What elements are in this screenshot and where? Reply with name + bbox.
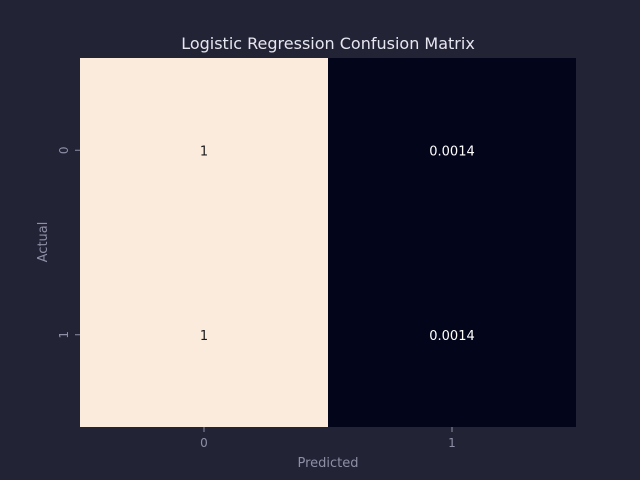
cell-value-label-1-0: 1 xyxy=(200,329,208,344)
heatmap-cell-0-0 xyxy=(80,58,328,243)
cell-value-label-0-0: 1 xyxy=(200,144,208,159)
y-tick-label-1: 1 xyxy=(57,331,71,339)
x-tick-label-0: 0 xyxy=(200,436,208,450)
heatmap-cell-1-0 xyxy=(80,242,328,427)
heatmap-cell-0-1 xyxy=(328,58,576,243)
x-axis-label: Predicted xyxy=(297,456,358,471)
cell-value-label-0-1: 0.0014 xyxy=(429,144,475,159)
x-tick-label-1: 1 xyxy=(448,436,456,450)
cell-value-label-1-1: 0.0014 xyxy=(429,329,475,344)
heatmap-cells: 1 0.0014 1 0.0014 xyxy=(80,58,576,427)
y-tick-label-0: 0 xyxy=(57,146,71,154)
chart-title: Logistic Regression Confusion Matrix xyxy=(181,34,475,53)
y-axis-ticks: 01 xyxy=(57,146,80,339)
heatmap-cell-1-1 xyxy=(328,242,576,427)
y-axis-label: Actual xyxy=(36,222,51,263)
